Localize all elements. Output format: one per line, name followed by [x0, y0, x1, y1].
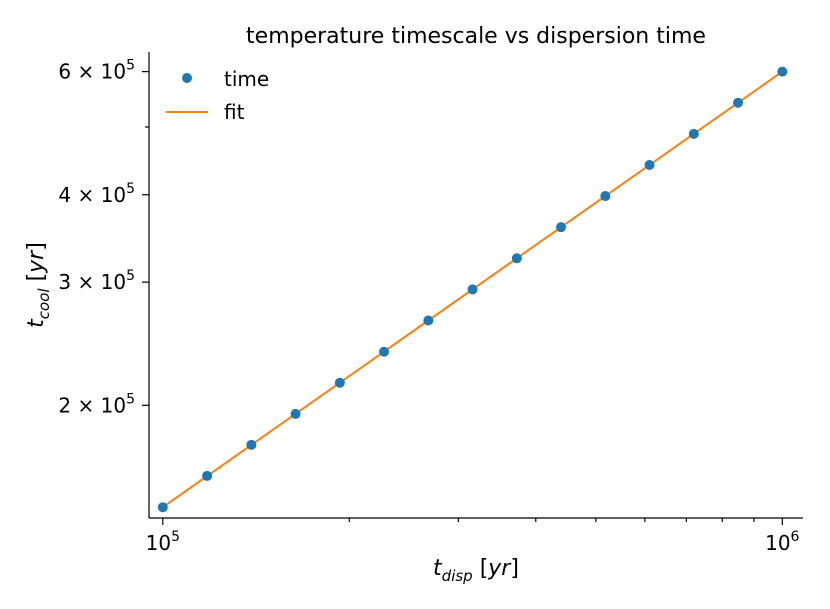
- y-axis-label: tcool [yr]: [24, 242, 53, 328]
- x-axis-ticks: 105 106: [146, 518, 800, 555]
- y-axis-ticks: 2 × 105 3 × 105 4 × 105 6 × 105: [58, 58, 149, 417]
- legend-label-time: time: [224, 67, 269, 91]
- chart-title: temperature timescale vs dispersion time: [246, 24, 706, 49]
- y-tick-label: 3 × 105: [58, 268, 135, 294]
- data-point: [600, 191, 611, 202]
- x-tick-label: 106: [765, 529, 799, 555]
- legend-label-fit: fit: [224, 100, 245, 124]
- legend-marker-time: [182, 73, 192, 83]
- data-point: [246, 439, 257, 450]
- y-tick-label: 6 × 105: [58, 58, 135, 84]
- data-point: [202, 470, 213, 481]
- data-point: [688, 128, 699, 139]
- x-tick-label: 105: [146, 529, 180, 555]
- data-point: [157, 502, 168, 513]
- data-point: [423, 315, 434, 326]
- y-tick-label: 2 × 105: [58, 391, 135, 417]
- x-axis-label-sub: disp: [442, 567, 473, 585]
- data-point: [511, 253, 522, 264]
- legend: time fit: [166, 67, 269, 124]
- data-point: [334, 377, 345, 388]
- data-point: [556, 222, 567, 233]
- data-point: [777, 66, 788, 77]
- data-point: [644, 159, 655, 170]
- plot-area: [157, 66, 788, 513]
- x-axis-label: tdisp [yr]: [433, 556, 519, 585]
- data-point: [290, 408, 301, 419]
- y-tick-label: 4 × 105: [58, 181, 135, 207]
- data-point: [379, 346, 390, 357]
- time-series: [157, 66, 788, 513]
- data-point: [467, 284, 478, 295]
- data-point: [733, 97, 744, 108]
